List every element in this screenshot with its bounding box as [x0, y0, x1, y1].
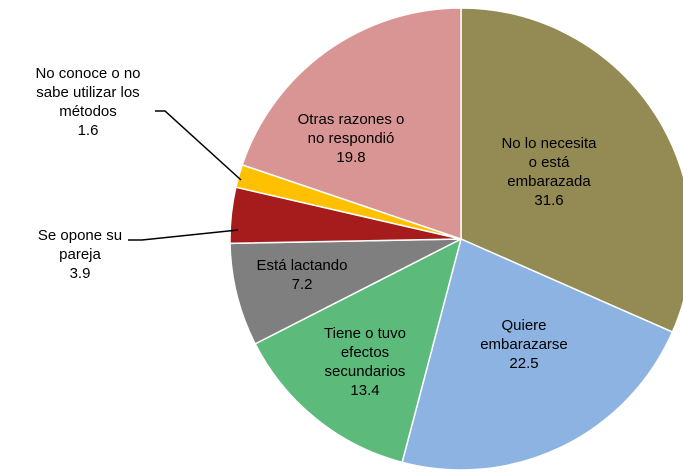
pie-slice: [241, 7, 462, 241]
label-line: Quiere: [501, 317, 546, 334]
label-line: secundarios: [325, 363, 406, 380]
slice-label: Está lactando 7.2: [257, 257, 348, 293]
label-line: No lo necesita: [501, 135, 597, 152]
leader-line: [155, 110, 242, 181]
label-line: embarazarse: [480, 336, 568, 353]
label-line: pareja: [59, 246, 101, 263]
label-line: Otras razones o: [298, 111, 405, 128]
label-line: no respondió: [308, 130, 395, 147]
slice-label: Se opone su pareja 3.9: [38, 227, 122, 282]
label-line: Se opone su: [38, 227, 122, 244]
label-line: Está lactando: [257, 257, 348, 274]
value-label: 31.6: [534, 192, 563, 209]
slice-label: No conoce o no sabe utilizar los métodos 1.…: [35, 65, 140, 139]
slice-label: Otras razones o no respondió 19.8: [298, 111, 405, 166]
label-line: No conoce o no: [35, 65, 140, 82]
label-line: embarazada: [507, 173, 591, 190]
value-label: 3.9: [70, 265, 91, 282]
slice-label: Tiene o tuvo efectos secundarios 13.4: [324, 325, 406, 399]
label-line: efectos: [341, 344, 389, 361]
label-line: o está: [529, 154, 571, 171]
value-label: 1.6: [78, 122, 99, 139]
label-line: Tiene o tuvo: [324, 325, 406, 342]
pie-slice: [401, 237, 674, 471]
value-label: 19.8: [336, 149, 365, 166]
label-line: sabe utilizar los: [36, 84, 139, 101]
slice-label: No lo necesita o está embarazada 31.6: [501, 135, 597, 209]
pie-slice: [460, 7, 683, 334]
pie-slice: [229, 238, 462, 345]
value-label: 13.4: [350, 382, 379, 399]
value-label: 22.5: [509, 355, 538, 372]
value-label: 7.2: [292, 276, 313, 293]
slice-label: Quiere embarazarse 22.5: [480, 317, 568, 372]
label-line: métodos: [59, 103, 117, 120]
pie-slice: [254, 237, 463, 464]
leader-line: [128, 229, 239, 241]
